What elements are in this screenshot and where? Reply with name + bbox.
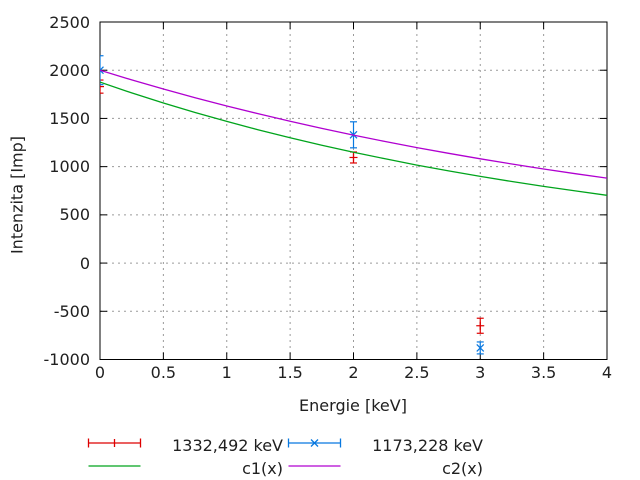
y-tick-label: 0 bbox=[79, 253, 90, 273]
x-tick-label: 2.5 bbox=[404, 363, 430, 382]
legend-label: c2(x) bbox=[442, 459, 483, 478]
legend-label: 1332,492 keV bbox=[172, 436, 283, 455]
green-line-sample-icon bbox=[88, 462, 347, 476]
y-tick-label: 2000 bbox=[49, 60, 90, 80]
legend-entry-1173-keV: 1173,228 keV bbox=[287, 436, 547, 455]
y-tick-label: 1000 bbox=[49, 157, 90, 177]
legend-label: c1(x) bbox=[242, 459, 283, 478]
x-tick-label: 0.5 bbox=[150, 363, 177, 382]
y-axis-title: Intenzita [Imp] bbox=[7, 135, 27, 255]
x-tick-label: 0 bbox=[94, 363, 106, 382]
x-tick-label: 4 bbox=[601, 363, 613, 382]
x-tick-label: 2 bbox=[348, 363, 359, 382]
series-1332-492-keV bbox=[100, 79, 485, 334]
blue-errorbar-sample-icon bbox=[287, 438, 547, 453]
x-tick-label: 3.5 bbox=[530, 363, 557, 382]
y-tick-label: 2500 bbox=[49, 12, 90, 32]
x-tick-label: 1.5 bbox=[277, 363, 303, 382]
curve-c2-x- bbox=[100, 69, 607, 179]
curve-c1-x- bbox=[100, 81, 607, 196]
red-errorbar-sample-icon bbox=[87, 438, 347, 453]
legend-entry-c1: c1(x) bbox=[87, 459, 347, 478]
y-tick-label: -1000 bbox=[43, 350, 91, 369]
x-tick-label: 1 bbox=[221, 363, 232, 382]
y-tick-label: 500 bbox=[59, 205, 90, 225]
legend-entry-c2: c2(x) bbox=[287, 459, 547, 478]
purple-line-sample-icon bbox=[288, 462, 547, 476]
y-tick-label: 1500 bbox=[49, 108, 90, 128]
y-tick-label: -500 bbox=[53, 301, 90, 321]
x-axis-title: Energie [keV] bbox=[299, 396, 407, 415]
x-tick-label: 3 bbox=[475, 363, 486, 382]
legend-label: 1173,228 keV bbox=[372, 436, 483, 455]
legend-entry-1332-keV: 1332,492 keV bbox=[87, 436, 347, 455]
